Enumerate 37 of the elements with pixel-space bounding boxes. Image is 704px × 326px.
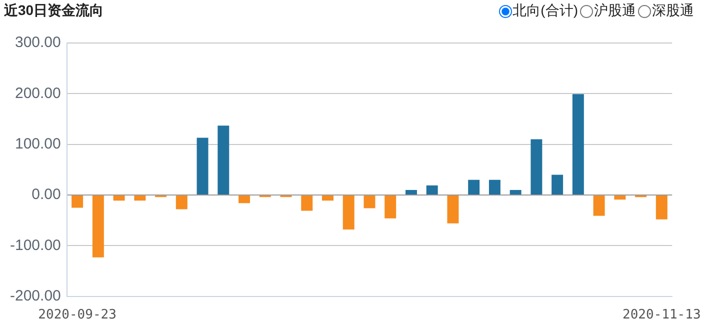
text: 北向(合计) <box>512 2 578 20</box>
bar <box>488 180 500 195</box>
bar <box>92 196 104 258</box>
bar <box>72 196 84 208</box>
bar <box>572 94 584 195</box>
text: 沪股通 <box>594 2 636 20</box>
y-tick-label: -100.00 <box>10 236 61 254</box>
bar <box>530 139 542 195</box>
y-tick-label: -200.00 <box>10 288 61 305</box>
bar <box>196 138 208 195</box>
bar <box>238 196 250 204</box>
y-tick-label: 0.00 <box>32 186 61 204</box>
bar <box>322 196 334 201</box>
bar <box>468 180 480 195</box>
x-tick-label: 2020-11-13 <box>622 308 701 323</box>
bar <box>593 196 605 216</box>
bar <box>405 190 417 195</box>
bar <box>656 196 668 220</box>
bar <box>614 196 626 200</box>
bar <box>364 196 376 208</box>
bar <box>113 196 125 201</box>
y-tick-label: 200.00 <box>14 84 61 102</box>
text: 深股通 <box>652 2 694 20</box>
bar <box>426 185 438 195</box>
x-tick-label: 2020-09-23 <box>38 308 116 323</box>
y-tick-label: 300.00 <box>14 34 61 52</box>
bar <box>218 126 230 195</box>
bar <box>342 196 354 230</box>
chart-title: 近30日资金流向 <box>4 2 104 20</box>
bar <box>552 174 564 195</box>
bar <box>301 196 313 211</box>
bar <box>134 196 146 201</box>
bar <box>176 196 188 210</box>
bar <box>447 196 459 224</box>
bar <box>384 196 396 218</box>
bar <box>510 190 522 195</box>
y-tick-label: 100.00 <box>14 136 61 152</box>
